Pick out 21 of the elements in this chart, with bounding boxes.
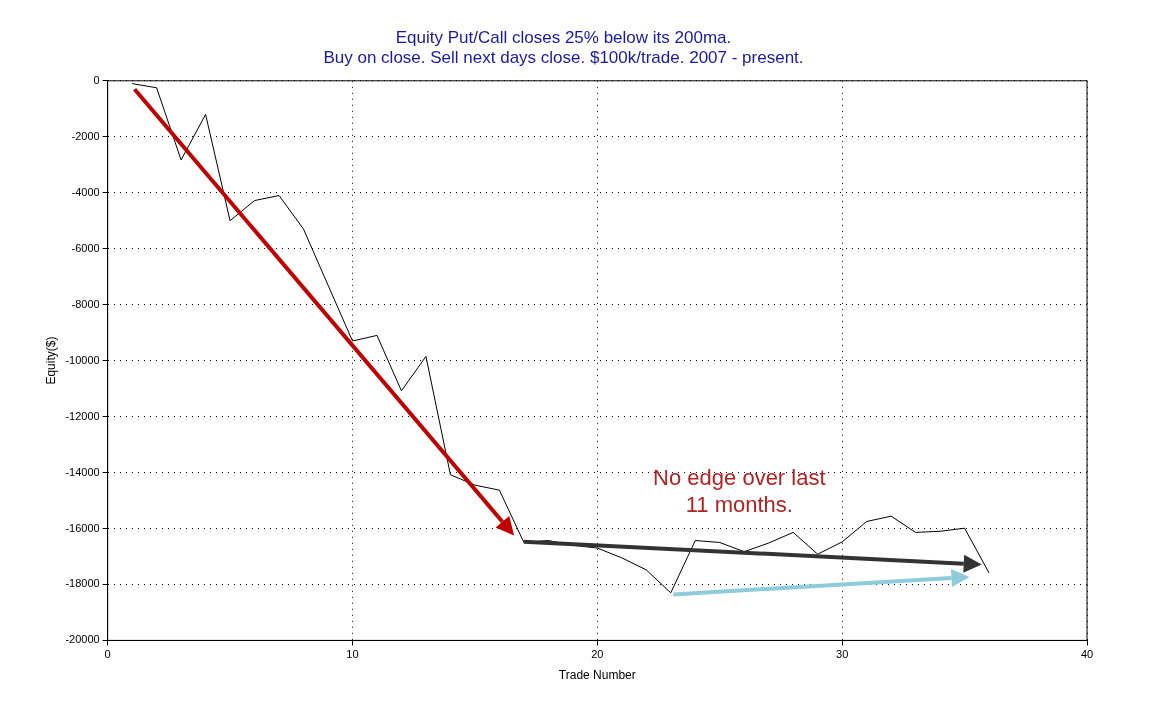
y-tick-label: -6000	[71, 241, 100, 254]
y-tick-label: -14000	[65, 465, 100, 478]
y-axis-title: Equity($)	[43, 336, 58, 385]
text: Buy on close. Sell next days close. $100k/trade. 2007 - present.	[323, 48, 804, 68]
x-tick-label: 20	[591, 648, 604, 661]
y-tick-label: -10000	[65, 353, 100, 366]
x-axis-title: Trade Number	[558, 668, 636, 683]
x-tick-label: 40	[1080, 648, 1094, 661]
y-tick-label: -16000	[65, 521, 100, 534]
x-tick-label: 10	[346, 648, 359, 661]
y-tick-label: -2000	[71, 129, 100, 142]
y-tick-label: -12000	[65, 409, 100, 422]
y-tick-label: -18000	[65, 577, 100, 590]
text: Equity Put/Call closes 25% below its 200ma.	[395, 27, 732, 47]
y-tick-label: 0	[93, 73, 100, 86]
x-tick-label: 30	[836, 648, 849, 661]
y-tick-label: -20000	[65, 633, 100, 646]
x-tick-label: 0	[104, 648, 111, 661]
y-tick-label: -4000	[71, 185, 100, 198]
y-tick-label: -8000	[71, 297, 100, 310]
annotation: No edge over last 11 months.	[653, 464, 826, 517]
